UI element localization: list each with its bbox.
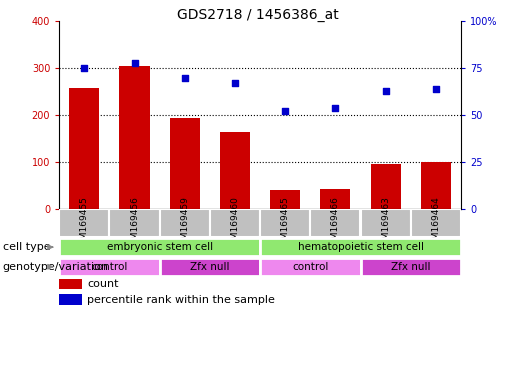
Text: control: control [292,262,329,272]
Bar [210,209,260,237]
Text: GSM169466: GSM169466 [331,196,340,251]
Bar [59,279,82,290]
Text: cell type: cell type [3,242,50,252]
Point [382,88,390,94]
Text: GDS2718 / 1456386_at: GDS2718 / 1456386_at [177,8,338,22]
Bar [320,189,350,209]
Bar [360,258,461,276]
Text: count: count [88,279,119,289]
Bar [310,209,360,237]
Point [130,60,139,66]
Bar [270,190,300,209]
Text: GSM169460: GSM169460 [231,196,239,251]
Bar [360,209,410,237]
Text: GSM169463: GSM169463 [381,196,390,251]
Point [80,65,89,71]
Bar [119,66,149,209]
Bar [421,162,451,209]
Text: genotype/variation: genotype/variation [3,262,109,272]
Text: Zfx null: Zfx null [190,262,230,272]
Point [331,104,339,111]
Bar [260,209,310,237]
Bar [69,88,99,209]
Bar [59,209,109,237]
Point [432,86,440,92]
Point [181,74,189,81]
Bar [260,238,461,256]
Text: GSM169456: GSM169456 [130,196,139,251]
Bar [59,238,260,256]
Text: GSM169455: GSM169455 [80,196,89,251]
Text: percentile rank within the sample: percentile rank within the sample [88,295,275,305]
Text: GSM169459: GSM169459 [180,196,189,251]
Point [281,108,289,114]
Bar [59,294,82,305]
Text: GSM169465: GSM169465 [281,196,289,251]
Bar [260,258,360,276]
Bar [370,164,401,209]
Bar [59,258,160,276]
Bar [160,209,210,237]
Bar [109,209,160,237]
Text: GSM169464: GSM169464 [432,196,440,251]
Text: control: control [91,262,128,272]
Point [231,80,239,86]
Bar [160,258,260,276]
Bar [169,119,200,209]
Text: embryonic stem cell: embryonic stem cell [107,242,213,252]
Bar [410,209,461,237]
Bar [220,132,250,209]
Text: hematopoietic stem cell: hematopoietic stem cell [298,242,423,252]
Text: Zfx null: Zfx null [391,262,431,272]
